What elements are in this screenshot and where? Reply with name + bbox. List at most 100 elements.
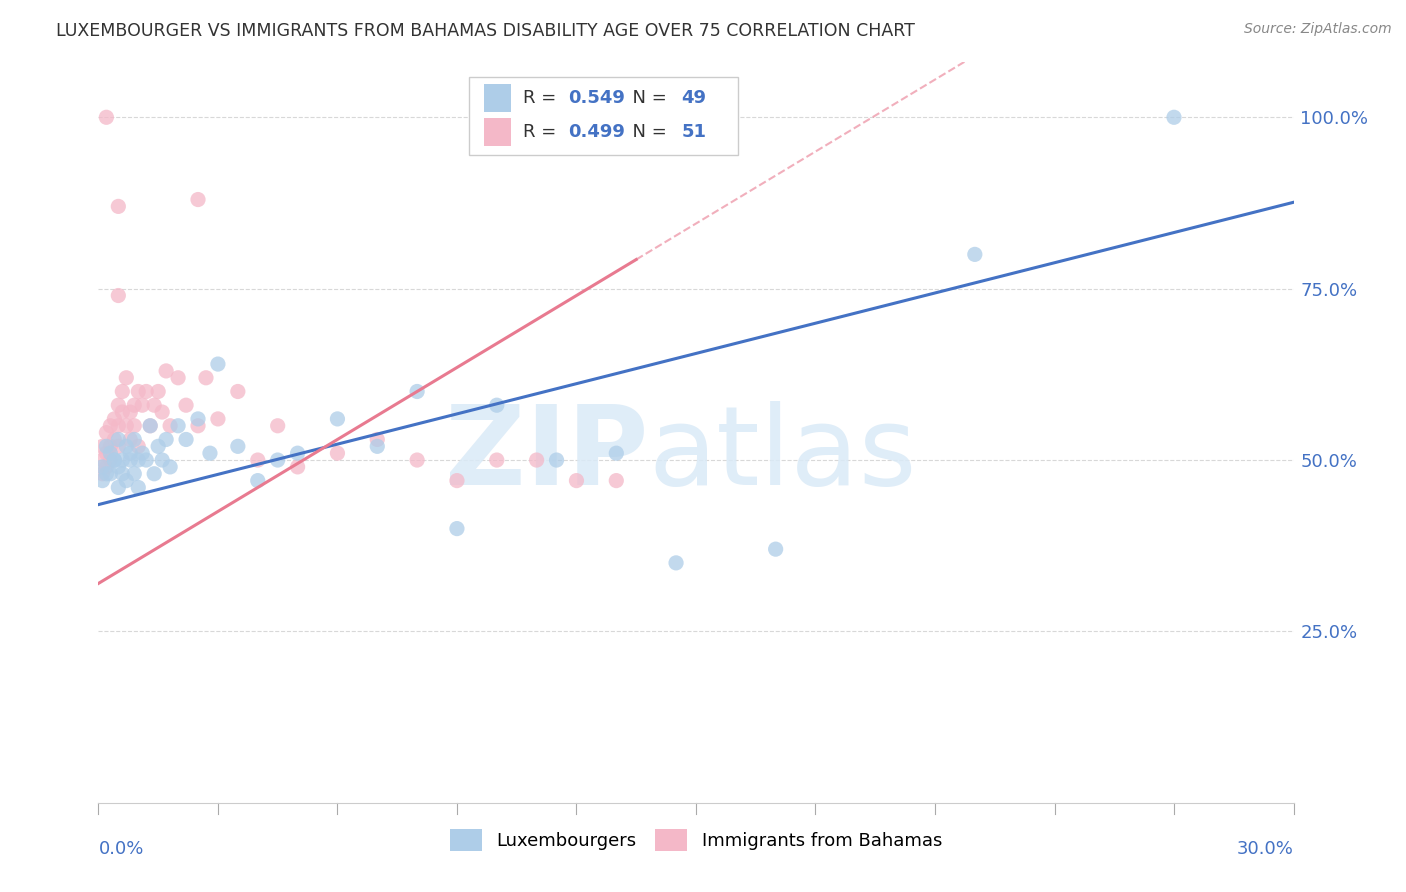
Point — [111, 467, 134, 481]
Text: 0.0%: 0.0% — [98, 840, 143, 858]
Point — [267, 453, 290, 467]
Point — [96, 446, 118, 460]
Point — [765, 542, 787, 557]
Point — [120, 405, 142, 419]
Point — [124, 418, 146, 433]
Point — [103, 453, 125, 467]
Point — [150, 453, 173, 467]
Point — [366, 433, 388, 447]
Point — [446, 474, 468, 488]
Point — [155, 364, 177, 378]
Point — [159, 418, 181, 433]
Point — [107, 439, 129, 453]
Point — [605, 474, 627, 488]
Text: 30.0%: 30.0% — [1237, 840, 1294, 858]
Point — [159, 459, 181, 474]
Point — [605, 446, 627, 460]
Point — [195, 371, 218, 385]
Point — [96, 467, 118, 481]
Point — [127, 480, 149, 494]
Point — [187, 193, 209, 207]
Point — [150, 405, 173, 419]
Point — [124, 398, 146, 412]
Point — [246, 453, 269, 467]
Point — [111, 384, 134, 399]
Point — [187, 418, 209, 433]
Point — [135, 384, 157, 399]
Point — [91, 467, 114, 481]
Point — [485, 398, 508, 412]
Bar — [485, 118, 510, 146]
Point — [91, 459, 114, 474]
Point — [207, 412, 229, 426]
Point — [98, 446, 122, 460]
Point — [446, 522, 468, 536]
Point — [1163, 110, 1185, 124]
Point — [111, 405, 134, 419]
Point — [96, 110, 118, 124]
Point — [326, 446, 349, 460]
Point — [120, 453, 142, 467]
Text: atlas: atlas — [648, 401, 917, 508]
Point — [267, 418, 290, 433]
Point — [148, 384, 170, 399]
Point — [143, 398, 166, 412]
Point — [139, 418, 162, 433]
Legend: Luxembourgers, Immigrants from Bahamas: Luxembourgers, Immigrants from Bahamas — [440, 821, 952, 861]
Point — [406, 453, 429, 467]
Point — [167, 371, 190, 385]
Point — [366, 439, 388, 453]
Point — [96, 459, 118, 474]
Point — [198, 446, 221, 460]
Point — [187, 412, 209, 426]
Point — [135, 453, 157, 467]
Point — [131, 398, 153, 412]
Text: 49: 49 — [682, 89, 707, 107]
Point — [107, 398, 129, 412]
Point — [207, 357, 229, 371]
Point — [139, 418, 162, 433]
Point — [115, 439, 138, 453]
Point — [96, 425, 118, 440]
Text: R =: R = — [523, 89, 561, 107]
Point — [98, 453, 122, 467]
Point — [174, 398, 197, 412]
Point — [406, 384, 429, 399]
Text: LUXEMBOURGER VS IMMIGRANTS FROM BAHAMAS DISABILITY AGE OVER 75 CORRELATION CHART: LUXEMBOURGER VS IMMIGRANTS FROM BAHAMAS … — [56, 22, 915, 40]
Point — [115, 371, 138, 385]
Point — [103, 412, 125, 426]
Point — [107, 480, 129, 494]
Point — [107, 433, 129, 447]
Point — [115, 474, 138, 488]
Point — [665, 556, 688, 570]
Text: ZIP: ZIP — [444, 401, 648, 508]
Point — [115, 418, 138, 433]
Text: 0.499: 0.499 — [568, 123, 626, 141]
Point — [131, 446, 153, 460]
Point — [98, 418, 122, 433]
Point — [111, 453, 134, 467]
Point — [120, 433, 142, 447]
Point — [91, 453, 114, 467]
Text: 0.549: 0.549 — [568, 89, 626, 107]
Point — [127, 453, 149, 467]
Point — [546, 453, 568, 467]
Point — [127, 384, 149, 399]
Point — [155, 433, 177, 447]
Point — [963, 247, 986, 261]
Point — [326, 412, 349, 426]
Point — [143, 467, 166, 481]
Point — [107, 288, 129, 302]
Point — [287, 459, 309, 474]
Point — [98, 439, 122, 453]
Point — [226, 439, 249, 453]
Point — [103, 453, 125, 467]
Point — [485, 453, 508, 467]
Text: N =: N = — [620, 89, 672, 107]
Point — [107, 418, 129, 433]
Point — [107, 459, 129, 474]
Text: R =: R = — [523, 123, 561, 141]
FancyBboxPatch shape — [470, 78, 738, 155]
Point — [96, 439, 118, 453]
Point — [91, 474, 114, 488]
